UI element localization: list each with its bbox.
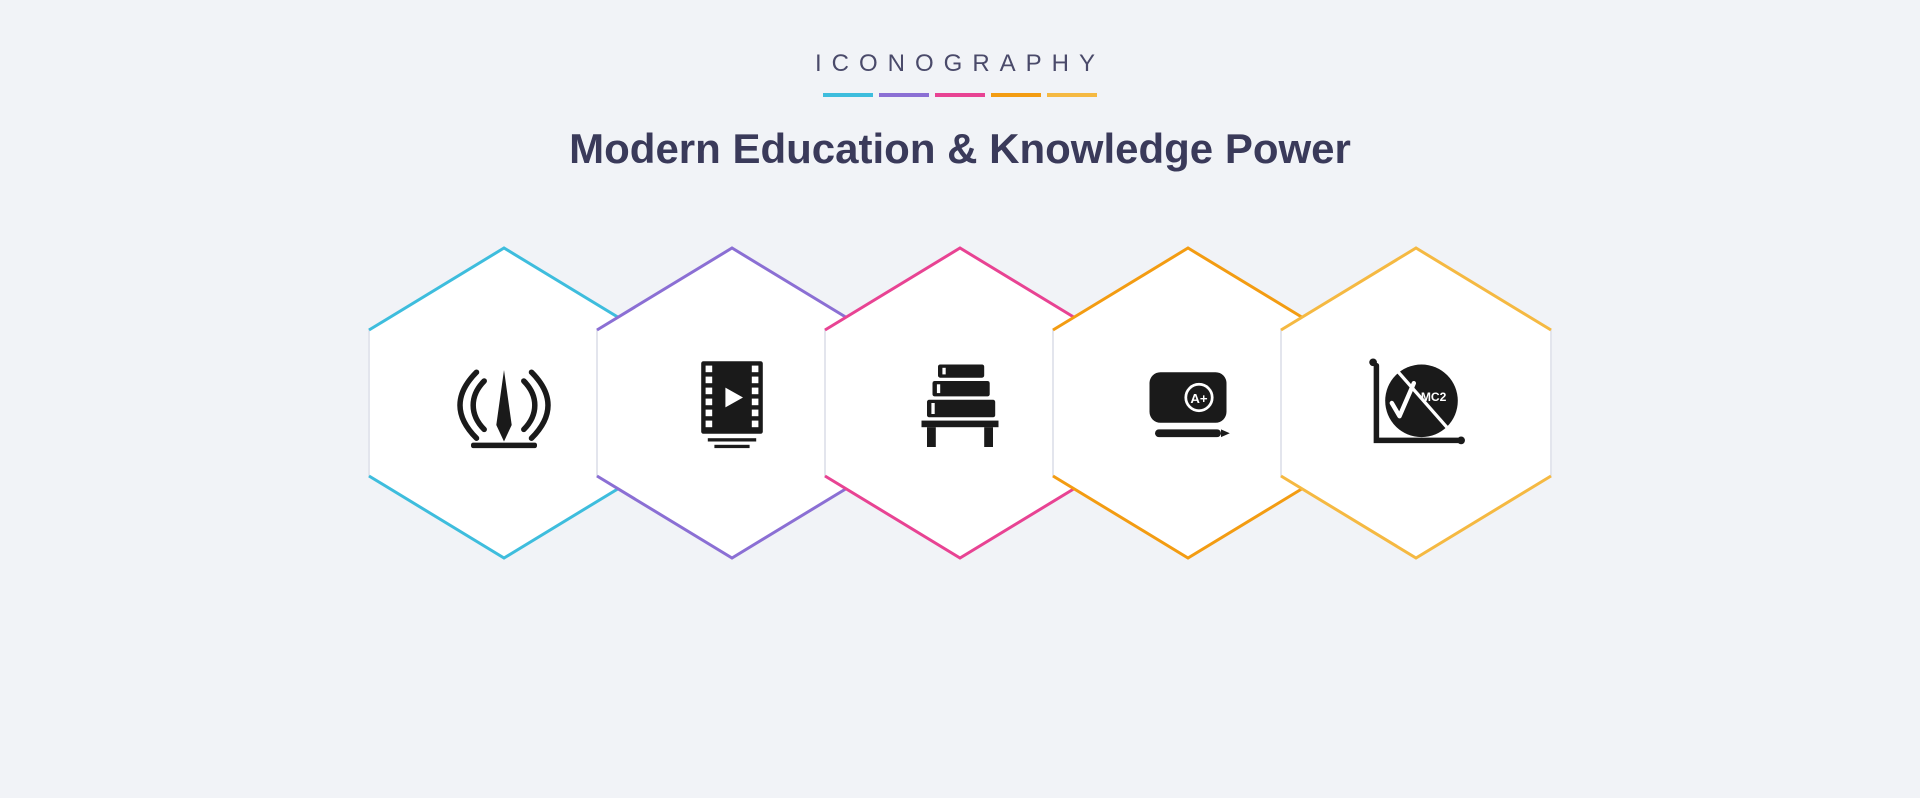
hexagon-row: A+ MC2 xyxy=(390,233,1530,573)
color-bar-1 xyxy=(879,93,929,97)
film-play-icon xyxy=(677,348,787,458)
color-bar-0 xyxy=(823,93,873,97)
color-bar-4 xyxy=(1047,93,1097,97)
math-formula-icon: MC2 xyxy=(1361,348,1471,458)
color-bars xyxy=(569,93,1351,97)
color-bar-3 xyxy=(991,93,1041,97)
hex-card-4: MC2 xyxy=(1266,233,1566,573)
brand-text: ICONOGRAPHY xyxy=(569,50,1351,78)
header: ICONOGRAPHY Modern Education & Knowledge… xyxy=(569,50,1351,173)
grade-text: A+ xyxy=(1190,391,1208,406)
pen-signal-icon xyxy=(449,348,559,458)
books-table-icon xyxy=(905,348,1015,458)
color-bar-2 xyxy=(935,93,985,97)
grade-slate-icon: A+ xyxy=(1133,348,1243,458)
page-title: Modern Education & Knowledge Power xyxy=(569,125,1351,173)
